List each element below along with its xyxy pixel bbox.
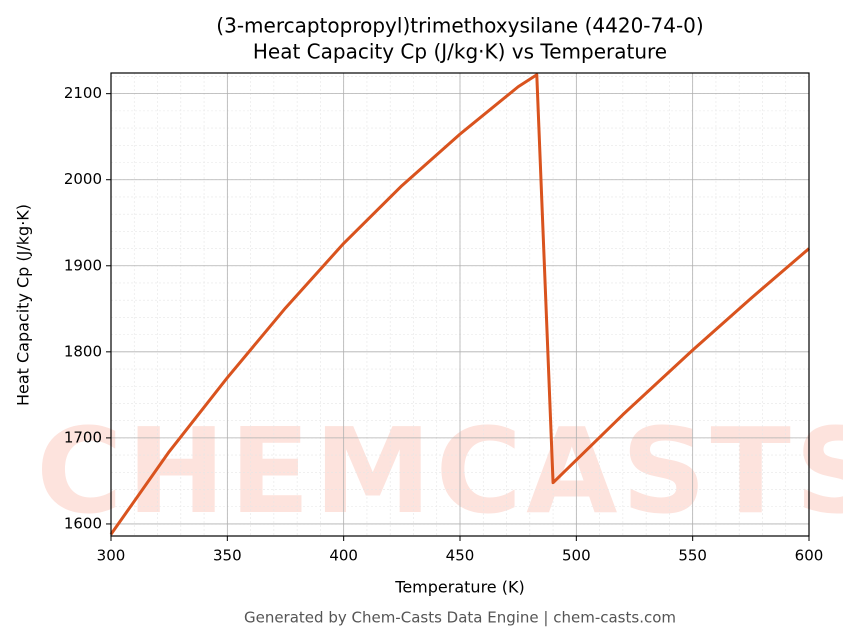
data-line xyxy=(109,73,810,536)
y-axis-label: Heat Capacity Cp (J/kg·K) xyxy=(14,204,33,406)
footer: Generated by Chem-Casts Data Engine | ch… xyxy=(244,609,676,627)
x-axis-label: Temperature (K) xyxy=(394,578,524,597)
x-tick-label: 300 xyxy=(97,547,126,565)
y-tick-label: 1700 xyxy=(64,428,102,446)
watermark: CHEMCASTS xyxy=(36,402,843,540)
x-tick-label: 450 xyxy=(446,547,475,565)
x-tick-label: 550 xyxy=(678,547,707,565)
y-tick-label: 2000 xyxy=(64,170,102,188)
x-tick-label: 500 xyxy=(562,547,591,565)
chart-title: (3-mercaptopropyl)trimethoxysilane (4420… xyxy=(216,14,703,38)
x-tick-label: 600 xyxy=(795,547,824,565)
x-tick-label: 400 xyxy=(329,547,358,565)
x-tick-label: 350 xyxy=(213,547,242,565)
y-tick-label: 1800 xyxy=(64,342,102,360)
plot-frame xyxy=(110,72,810,537)
chart-subtitle: Heat Capacity Cp (J/kg·K) vs Temperature xyxy=(253,40,667,64)
y-tick-label: 2100 xyxy=(64,84,102,102)
y-tick-label: 1600 xyxy=(64,514,102,532)
y-tick-label: 1900 xyxy=(64,256,102,274)
